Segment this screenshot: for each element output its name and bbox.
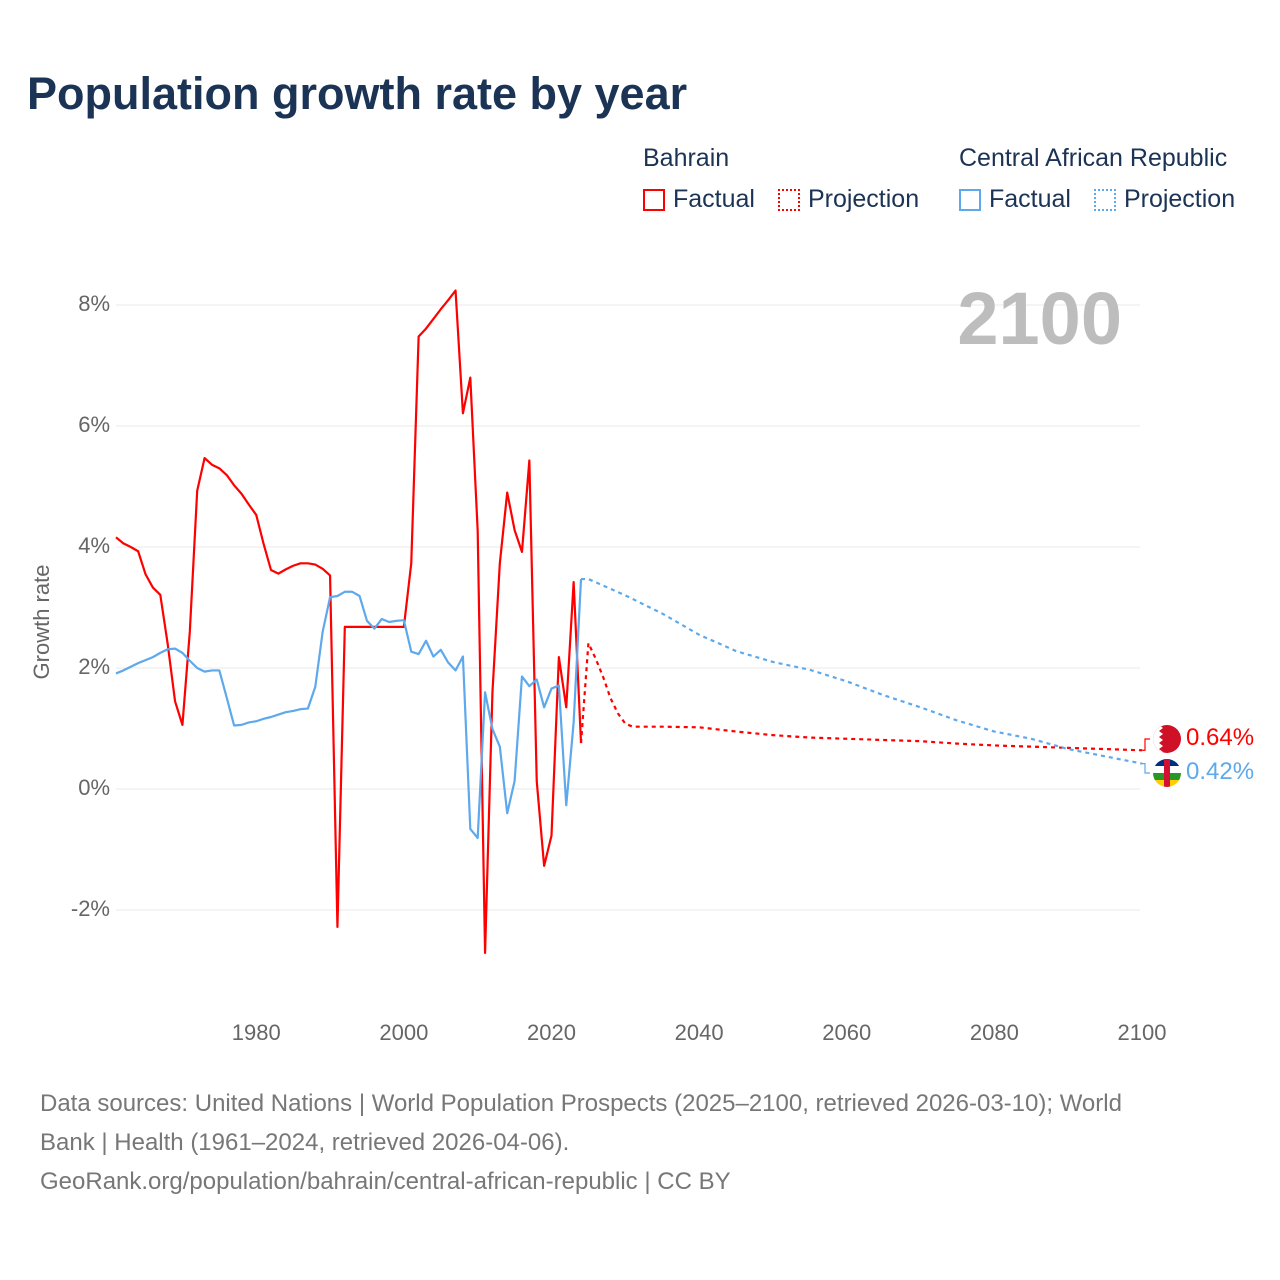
legend-label: Projection [807, 185, 920, 213]
end-label-connector [1142, 738, 1150, 751]
y-tick-label: -2% [70, 896, 110, 921]
legend-car: Central African Republic Factual Project… [959, 144, 1235, 218]
legend-bahrain-factual[interactable]: Factual [643, 185, 755, 214]
x-tick-label: 2020 [527, 1020, 576, 1045]
footer-sources-line1: Data sources: United Nations | World Pop… [40, 1090, 1122, 1117]
x-tick-label: 2080 [969, 1020, 1019, 1045]
page-title: Population growth rate by year [27, 68, 688, 119]
y-tick-label: 2% [78, 654, 110, 679]
dotted-swatch-icon [777, 188, 800, 211]
bahrain-end-value: 0.64% [1186, 724, 1255, 751]
x-tick-label: 1980 [231, 1020, 281, 1045]
y-tick-label: 6% [78, 412, 110, 437]
y-tick-label: 4% [78, 533, 110, 558]
legend-country-name: Central African Republic [959, 144, 1228, 172]
central-african-republic-factual-line [115, 579, 583, 840]
x-tick-label: 2100 [1117, 1020, 1167, 1045]
y-axis-title: Growth rate [29, 564, 54, 680]
bahrain-projection-line [579, 642, 1143, 752]
solid-swatch-icon [643, 188, 665, 211]
y-tick-label: 0% [78, 775, 110, 800]
car-end-value: 0.42% [1186, 758, 1255, 785]
legend-bahrain: Bahrain Factual Projection [643, 144, 935, 218]
x-tick-label: 2060 [822, 1020, 872, 1045]
central-african-republic-projection-line [581, 577, 1143, 765]
legend-car-projection[interactable]: Projection [1093, 185, 1236, 214]
footer-sources-line2: Bank | Health (1961–2024, retrieved 2026… [40, 1129, 570, 1156]
legend-country-name: Bahrain [643, 144, 730, 172]
legend-bahrain-projection[interactable]: Projection [777, 185, 920, 214]
y-tick-label: 8% [78, 291, 110, 316]
x-tick-label: 2000 [379, 1020, 429, 1045]
legend-label: Projection [1123, 185, 1236, 213]
legend-label: Factual [989, 185, 1071, 213]
dotted-swatch-icon [1093, 188, 1116, 211]
x-tick-label: 2040 [674, 1020, 724, 1045]
legend-car-factual[interactable]: Factual [959, 185, 1071, 214]
current-year-label: 2100 [957, 277, 1122, 360]
solid-swatch-icon [959, 188, 981, 211]
legend-label: Factual [673, 185, 755, 213]
bahrain-factual-line [115, 289, 583, 955]
footer-attribution: GeoRank.org/population/bahrain/central-a… [40, 1168, 731, 1195]
end-label-connector [1142, 762, 1150, 774]
